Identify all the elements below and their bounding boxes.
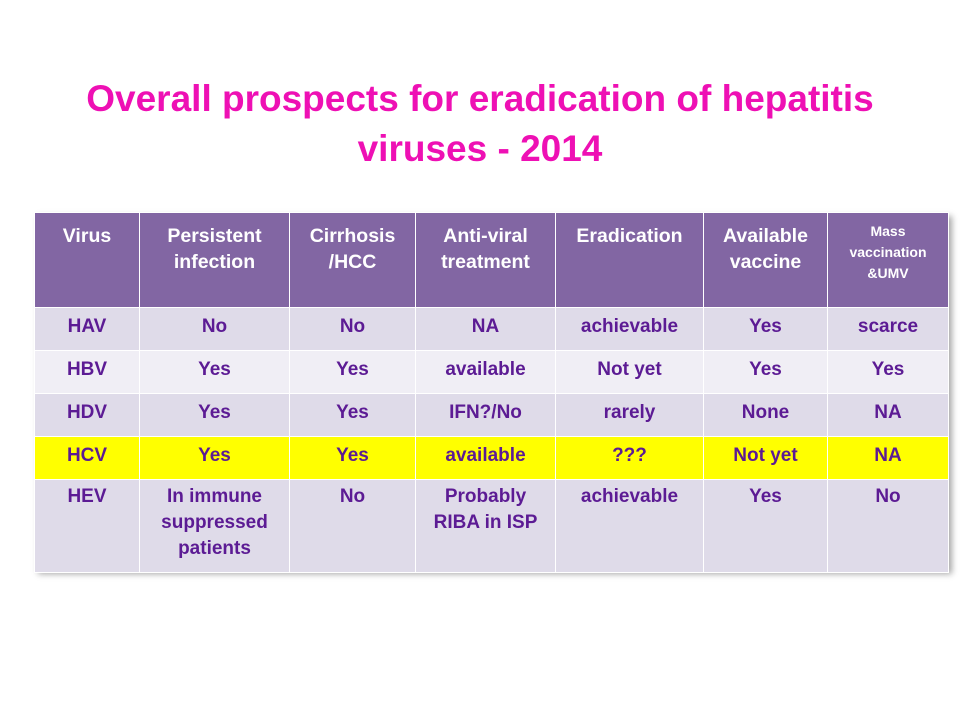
eradication-table-grid: Virus Persistent infection Cirrhosis /HC… (34, 212, 949, 573)
table-cell: None (703, 393, 828, 437)
table-cell: HBV (34, 350, 140, 394)
table-cell: HCV (34, 436, 140, 480)
table-cell: NA (827, 393, 949, 437)
table-cell: Yes (703, 350, 828, 394)
table-cell: achievable (555, 307, 704, 351)
header-persistent-infection: Persistent infection (139, 212, 290, 308)
header-eradication: Eradication (555, 212, 704, 308)
table-cell: achievable (555, 479, 704, 573)
header-anti-viral-treatment: Anti-viral treatment (415, 212, 556, 308)
table-cell: HDV (34, 393, 140, 437)
table-cell: Yes (139, 393, 290, 437)
table-cell: available (415, 350, 556, 394)
table-cell: Yes (703, 307, 828, 351)
table-cell: Yes (289, 350, 416, 394)
table-row-hav: HAV No No NA achievable Yes scarce (34, 307, 949, 351)
table-cell: Not yet (555, 350, 704, 394)
table-cell: scarce (827, 307, 949, 351)
table-row-hcv: HCV Yes Yes available ??? Not yet NA (34, 436, 949, 480)
table-cell: NA (827, 436, 949, 480)
slide-title-line-1: Overall prospects for eradication of hep… (86, 78, 874, 119)
table-cell: Not yet (703, 436, 828, 480)
table-cell: Yes (827, 350, 949, 394)
slide-title-line-2: viruses - 2014 (357, 128, 603, 169)
table-cell: Yes (139, 436, 290, 480)
table-cell: No (289, 307, 416, 351)
table-cell: HEV (34, 479, 140, 573)
table-cell: No (289, 479, 416, 573)
table-cell: Probably RIBA in ISP (415, 479, 556, 573)
table-cell: Yes (703, 479, 828, 573)
table-header-row: Virus Persistent infection Cirrhosis /HC… (34, 212, 949, 308)
table-cell: No (827, 479, 949, 573)
header-cirrhosis-hcc: Cirrhosis /HCC (289, 212, 416, 308)
table-cell: HAV (34, 307, 140, 351)
table-cell: Yes (139, 350, 290, 394)
slide-title: Overall prospects for eradication of hep… (60, 74, 900, 174)
table-cell: ??? (555, 436, 704, 480)
table-cell: IFN?/No (415, 393, 556, 437)
table-row-hbv: HBV Yes Yes available Not yet Yes Yes (34, 350, 949, 394)
table-cell: rarely (555, 393, 704, 437)
table-row-hdv: HDV Yes Yes IFN?/No rarely None NA (34, 393, 949, 437)
table-cell: No (139, 307, 290, 351)
header-mass-vaccination: Mass vaccination &UMV (827, 212, 949, 308)
header-virus: Virus (34, 212, 140, 308)
header-available-vaccine: Available vaccine (703, 212, 828, 308)
table-cell: Yes (289, 393, 416, 437)
table-cell: In immune suppressed patients (139, 479, 290, 573)
table-cell: Yes (289, 436, 416, 480)
table-row-hev: HEV In immune suppressed patients No Pro… (34, 479, 949, 573)
table-cell: available (415, 436, 556, 480)
eradication-table: Virus Persistent infection Cirrhosis /HC… (34, 212, 949, 573)
table-cell: NA (415, 307, 556, 351)
